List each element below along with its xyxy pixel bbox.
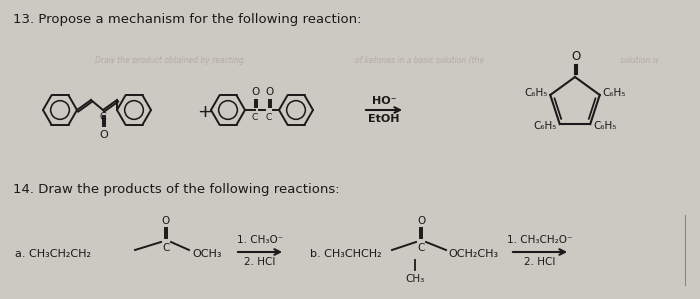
Text: C: C <box>162 243 169 253</box>
Text: CH₃: CH₃ <box>405 274 425 284</box>
Text: C₆H₅: C₆H₅ <box>533 121 556 131</box>
Text: of ketones in a basic solution (the: of ketones in a basic solution (the <box>355 56 484 65</box>
Text: 2. HCl: 2. HCl <box>244 257 276 267</box>
Text: solution w: solution w <box>620 56 659 65</box>
Text: 13. Propose a mechanism for the following reaction:: 13. Propose a mechanism for the followin… <box>13 13 361 26</box>
Text: OCH₃: OCH₃ <box>192 249 221 259</box>
Text: C: C <box>99 112 106 122</box>
Text: C₆H₅: C₆H₅ <box>594 121 617 131</box>
Text: 1. CH₃O⁻: 1. CH₃O⁻ <box>237 235 283 245</box>
Text: +: + <box>197 103 213 121</box>
Text: C: C <box>417 243 425 253</box>
Text: C₆H₅: C₆H₅ <box>524 88 547 98</box>
Text: Draw the product obtained by reacting: Draw the product obtained by reacting <box>95 56 244 65</box>
Text: OCH₂CH₃: OCH₂CH₃ <box>448 249 498 259</box>
Text: O: O <box>162 216 170 226</box>
Text: C₆H₅: C₆H₅ <box>603 88 626 98</box>
Text: C: C <box>266 113 272 122</box>
Text: 14. Draw the products of the following reactions:: 14. Draw the products of the following r… <box>13 183 340 196</box>
Text: C: C <box>252 113 258 122</box>
Text: 2. HCl: 2. HCl <box>524 257 556 267</box>
Text: HO⁻: HO⁻ <box>372 96 396 106</box>
Text: O: O <box>417 216 425 226</box>
Text: O: O <box>571 50 580 63</box>
Text: 1. CH₃CH₂O⁻: 1. CH₃CH₂O⁻ <box>508 235 573 245</box>
Text: a. CH₃CH₂CH₂: a. CH₃CH₂CH₂ <box>15 249 91 259</box>
Text: EtOH: EtOH <box>368 114 400 124</box>
Text: O: O <box>266 87 274 97</box>
Text: O: O <box>252 87 260 97</box>
Text: O: O <box>99 130 108 140</box>
Text: b. CH₃CHCH₂: b. CH₃CHCH₂ <box>310 249 382 259</box>
